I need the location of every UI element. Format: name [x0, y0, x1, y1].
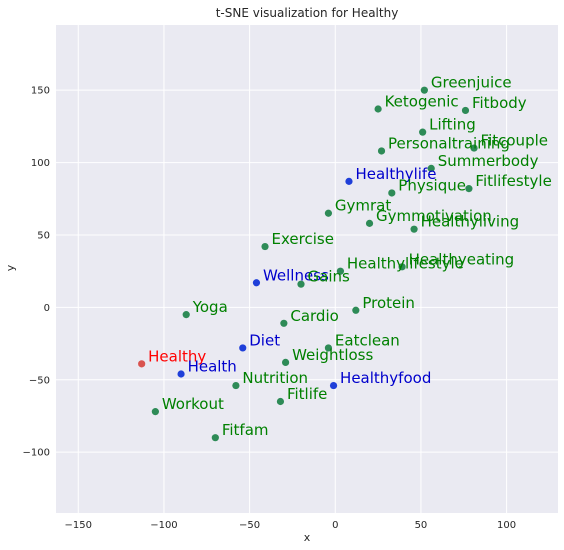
point-health	[177, 370, 185, 378]
label-physique: Physique	[398, 176, 466, 194]
label-fitbody: Fitbody	[472, 94, 527, 112]
label-workout: Workout	[162, 395, 224, 413]
y-tick-label: −50	[29, 375, 50, 386]
label-personaltraining: Personaltraining	[388, 134, 510, 152]
y-tick-label: 50	[37, 230, 50, 241]
point-fitlifestyle	[465, 185, 473, 193]
label-summerbody: Summerbody	[438, 152, 539, 170]
label-healthylife: Healthylife	[355, 165, 436, 183]
label-fitfam: Fitfam	[222, 421, 269, 439]
point-healthyfood	[329, 381, 338, 390]
point-yoga	[182, 311, 190, 319]
label-healthyeating: Healthyeating	[409, 250, 515, 268]
label-fitlifestyle: Fitlifestyle	[475, 172, 551, 190]
x-axis-label: x	[304, 531, 311, 544]
label-cardio: Cardio	[290, 307, 338, 325]
label-weightloss: Weightloss	[292, 346, 373, 364]
point-personaltraining	[377, 147, 386, 155]
x-tick-label: 50	[415, 520, 428, 531]
y-tick-label: −100	[23, 448, 50, 459]
plot-area	[56, 25, 558, 513]
point-physique	[388, 189, 396, 197]
point-healthylifestyle	[336, 267, 345, 275]
point-lifting	[419, 128, 427, 136]
point-healthyliving	[410, 225, 418, 233]
x-tick-label: −150	[65, 520, 92, 531]
label-healthyliving: Healthyliving	[421, 213, 520, 231]
point-greenjuice	[420, 86, 428, 94]
point-healthy	[138, 360, 146, 368]
label-yoga: Yoga	[192, 298, 228, 316]
y-tick-label: 150	[31, 86, 50, 97]
point-healthyeating	[398, 263, 406, 271]
label-gains: Gains	[308, 268, 350, 286]
point-healthylife	[345, 177, 353, 185]
y-tick-label: 100	[31, 158, 50, 169]
label-healthy: Healthy	[148, 347, 206, 365]
point-gymrat	[324, 209, 333, 217]
x-tick-label: 0	[332, 520, 338, 531]
point-cardio	[280, 319, 288, 327]
x-tick-label: −50	[239, 520, 260, 531]
point-gymmotivation	[365, 219, 374, 227]
label-healthylifestyle: Healthylifestyle	[347, 255, 464, 273]
label-healthyfood: Healthyfood	[340, 369, 431, 387]
point-wellness	[252, 279, 261, 287]
point-gains	[297, 280, 305, 288]
label-lifting: Lifting	[429, 116, 476, 134]
label-nutrition: Nutrition	[242, 369, 308, 387]
chart-title: t-SNE visualization for Healthy	[216, 6, 399, 20]
point-protein	[352, 306, 360, 314]
label-wellness: Wellness	[263, 266, 329, 284]
point-summerbody	[427, 164, 435, 172]
label-gymrat: Gymrat	[335, 197, 391, 215]
x-axis-ticks: −150 −100 −50 0 50 100	[65, 520, 517, 531]
point-ketogenic	[374, 105, 382, 113]
label-greenjuice: Greenjuice	[431, 74, 512, 92]
label-ketogenic: Ketogenic	[385, 92, 459, 110]
label-fitcouple: Fitcouple	[481, 132, 548, 150]
label-exercise: Exercise	[272, 230, 334, 248]
grid-lines	[56, 25, 558, 513]
scatter-points	[138, 86, 478, 442]
x-tick-label: −100	[150, 520, 177, 531]
label-eatclean: Eatclean	[335, 331, 400, 349]
point-diet	[239, 344, 247, 352]
point-fitcouple	[470, 144, 478, 152]
label-diet: Diet	[249, 331, 280, 349]
y-axis-label: y	[4, 264, 17, 271]
point-weightloss	[281, 358, 290, 367]
point-fitbody	[461, 106, 470, 115]
point-fitfam	[211, 434, 219, 442]
label-fitlife: Fitlife	[287, 385, 327, 403]
point-workout	[151, 408, 159, 416]
label-gymmotivation: Gymmotivation	[376, 207, 492, 225]
point-eatclean	[324, 344, 333, 352]
point-fitlife	[276, 397, 285, 406]
label-protein: Protein	[362, 294, 415, 312]
label-health: Health	[188, 357, 237, 375]
x-tick-label: 100	[497, 520, 516, 531]
y-tick-label: 0	[44, 303, 50, 314]
point-exercise	[261, 242, 269, 251]
y-axis-ticks: −100 −50 0 50 100 150	[23, 86, 50, 459]
point-nutrition	[232, 381, 240, 390]
